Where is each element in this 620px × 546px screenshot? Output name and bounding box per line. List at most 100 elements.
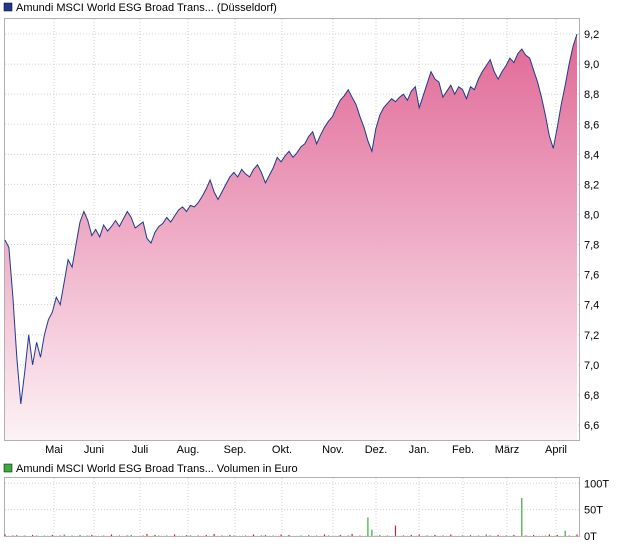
volume-bar bbox=[197, 535, 199, 536]
volume-bar bbox=[213, 533, 215, 536]
volume-bar bbox=[564, 530, 566, 536]
volume-bar bbox=[142, 535, 144, 536]
volume-bar bbox=[339, 534, 341, 536]
volume-plot-area bbox=[4, 477, 580, 537]
volume-grid bbox=[5, 478, 579, 537]
volume-bar bbox=[576, 534, 578, 536]
volume-bar bbox=[36, 535, 38, 536]
volume-bar bbox=[264, 534, 266, 536]
volume-bar bbox=[367, 517, 369, 536]
volume-bar bbox=[16, 534, 18, 536]
volume-bar bbox=[351, 533, 353, 536]
price-y-tick-label: 8,6 bbox=[584, 119, 599, 131]
price-y-tick-label: 6,8 bbox=[584, 390, 599, 402]
volume-bar bbox=[189, 535, 191, 536]
price-series-line bbox=[4, 33, 578, 404]
price-x-tick-label: Nov. bbox=[322, 444, 344, 456]
volume-bar bbox=[387, 535, 389, 536]
volume-bar bbox=[43, 535, 45, 536]
volume-bar bbox=[154, 534, 156, 536]
price-area-fill bbox=[5, 34, 577, 440]
price-y-tick-label: 7,6 bbox=[584, 270, 599, 282]
price-x-tick-label: Jan. bbox=[409, 444, 430, 456]
volume-bar bbox=[410, 534, 412, 536]
volume-bar bbox=[300, 535, 302, 536]
volume-bar bbox=[485, 534, 487, 536]
volume-bar bbox=[260, 535, 262, 536]
volume-bar bbox=[288, 534, 290, 536]
volume-bar bbox=[205, 534, 207, 536]
volume-bar bbox=[174, 534, 176, 536]
price-y-tick-label: 8,0 bbox=[584, 209, 599, 221]
volume-legend-label: Amundi MSCI World ESG Broad Trans... Vol… bbox=[16, 463, 298, 475]
price-x-tick-label: Feb. bbox=[452, 444, 474, 456]
price-y-tick-label: 9,0 bbox=[584, 59, 599, 71]
price-y-tick-label: 9,2 bbox=[584, 29, 599, 41]
volume-bar bbox=[146, 533, 148, 536]
volume-bar bbox=[4, 534, 6, 536]
volume-y-tick-label: 100T bbox=[584, 478, 609, 490]
price-x-tick-label: Juli bbox=[132, 444, 149, 456]
volume-bar bbox=[371, 529, 373, 536]
volume-bar bbox=[450, 534, 452, 536]
volume-bar bbox=[103, 535, 105, 536]
volume-bar bbox=[359, 535, 361, 536]
volume-bar bbox=[505, 535, 507, 536]
price-y-tick-label: 8,2 bbox=[584, 179, 599, 191]
price-y-axis: 6,6 6,8 7,0 7,2 7,4 7,6 7,8 8,0 8,2 8,4 8,6 8,8 9,0 9… bbox=[584, 29, 599, 432]
volume-bar bbox=[245, 535, 247, 536]
volume-bar bbox=[402, 535, 404, 536]
volume-bar bbox=[166, 535, 168, 536]
price-y-tick-label: 7,0 bbox=[584, 360, 599, 372]
volume-bar bbox=[462, 535, 464, 536]
volume-bar bbox=[110, 534, 113, 536]
volume-bar bbox=[323, 534, 326, 536]
price-legend-swatch bbox=[3, 2, 13, 12]
volume-bar bbox=[130, 534, 132, 536]
price-x-tick-label: März bbox=[495, 444, 519, 456]
price-x-tick-label: Juni bbox=[84, 444, 104, 456]
volume-bar bbox=[544, 535, 546, 536]
volume-bar bbox=[51, 534, 53, 536]
volume-bar bbox=[79, 534, 81, 536]
price-x-tick-label: April bbox=[545, 444, 567, 456]
price-y-tick-label: 6,6 bbox=[584, 420, 599, 432]
volume-bar bbox=[308, 534, 310, 536]
volume-bars bbox=[4, 498, 578, 536]
volume-bar bbox=[394, 525, 397, 536]
volume-bar bbox=[24, 535, 26, 536]
volume-bar bbox=[272, 535, 274, 536]
price-x-tick-label: Okt. bbox=[272, 444, 292, 456]
volume-bar bbox=[525, 535, 527, 536]
volume-bar bbox=[477, 535, 479, 536]
volume-bar bbox=[434, 534, 436, 536]
price-plot-area bbox=[4, 18, 580, 441]
volume-bar bbox=[521, 498, 523, 536]
volume-bar bbox=[548, 534, 550, 536]
volume-bar bbox=[118, 535, 120, 536]
volume-bar bbox=[497, 534, 499, 536]
volume-bar bbox=[63, 534, 65, 536]
volume-bar bbox=[32, 534, 34, 536]
volume-bar bbox=[229, 534, 231, 536]
volume-bar bbox=[126, 535, 128, 536]
price-x-tick-label: Sep. bbox=[224, 444, 247, 456]
price-legend-label: Amundi MSCI World ESG Broad Trans... (Dü… bbox=[16, 2, 277, 14]
price-x-tick-label: Aug. bbox=[177, 444, 200, 456]
volume-bar bbox=[533, 534, 535, 536]
volume-bar bbox=[233, 535, 235, 536]
price-x-tick-label: Mai bbox=[45, 444, 63, 456]
volume-bar bbox=[12, 535, 14, 536]
price-y-tick-label: 7,4 bbox=[584, 300, 599, 312]
volume-y-axis: 0T 50T 100T bbox=[584, 478, 609, 543]
volume-bar bbox=[556, 534, 558, 536]
volume-bar bbox=[442, 535, 444, 536]
volume-y-tick-label: 0T bbox=[584, 531, 597, 543]
volume-bar bbox=[91, 534, 93, 536]
volume-legend-swatch bbox=[3, 463, 13, 473]
volume-bar bbox=[158, 535, 160, 536]
volume-y-tick-label: 50T bbox=[584, 505, 603, 517]
volume-bar bbox=[568, 535, 570, 536]
volume-bar bbox=[185, 534, 188, 536]
